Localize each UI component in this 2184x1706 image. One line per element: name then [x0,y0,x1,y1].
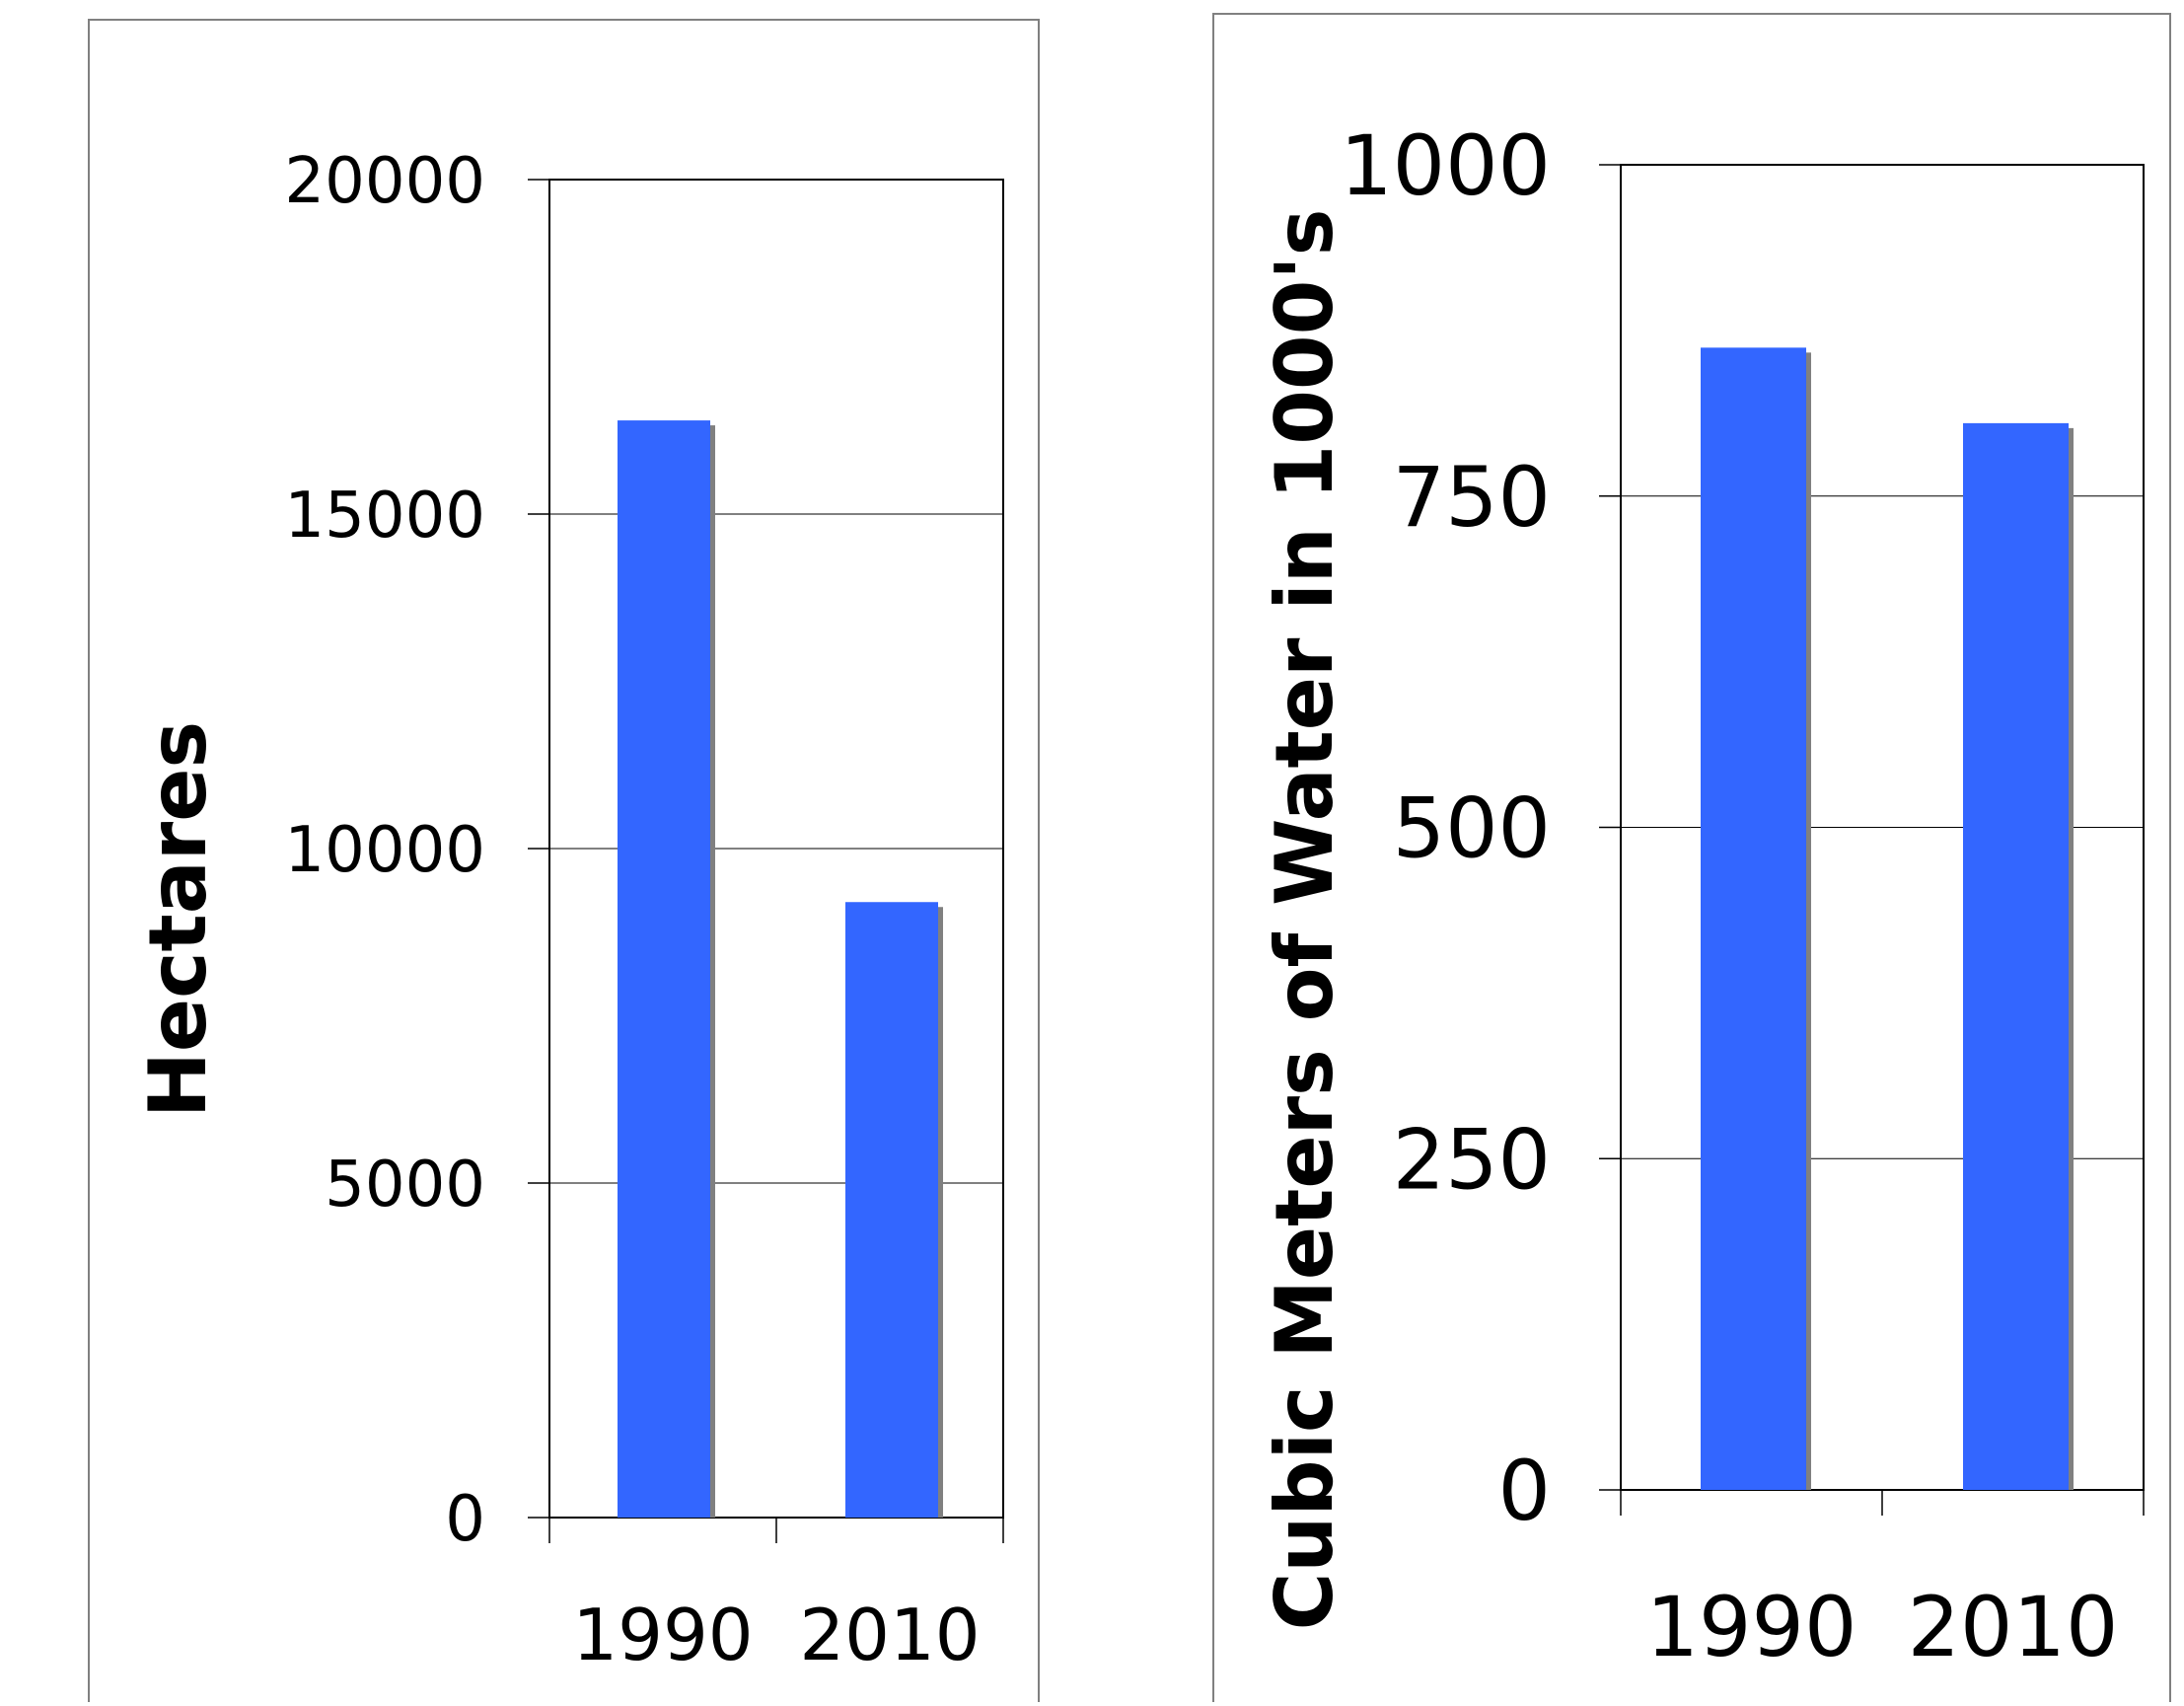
chart-2-bar-2010 [1963,422,2069,1490]
chart-2-y-tick-label: 500 [1393,780,1551,877]
chart-2-x-category-label: 1990 [1646,1579,1857,1675]
chart-2-y-axis-title: Cubic Meters of Water in 1000's [1259,209,1350,1631]
chart-2-panel [1212,13,2171,1706]
chart-2-y-tick-label: 1000 [1340,117,1551,214]
chart-1-y-tick-label: 20000 [284,145,485,218]
chart-1-y-tick-label: 5000 [325,1149,485,1222]
chart-1-bar-2010 [845,902,938,1518]
chart-1-x-category-label: 1990 [572,1594,753,1676]
chart-1-y-axis-title: Hectares [132,721,224,1118]
chart-1-y-tick-label: 10000 [284,814,485,887]
chart-1-x-category-label: 2010 [799,1594,980,1676]
chart-1-bar-1990 [618,420,710,1519]
chart-1-y-tick-label: 0 [445,1483,485,1556]
chart-2-y-tick-label: 0 [1498,1443,1551,1539]
chart-1-panel [88,19,1040,1706]
chart-2-plot: 0 250 500 750 1000 1990 2010 [1340,117,2145,1675]
chart-2-y-tick-label: 750 [1393,449,1551,546]
chart-2-x-category-label: 2010 [1908,1579,2119,1675]
chart-2-y-tick-label: 250 [1393,1111,1551,1208]
chart-1-y-tick-label: 15000 [284,480,485,553]
chart-1-plot: 0 5000 10000 15000 20000 1990 2010 [284,145,1004,1676]
chart-2-bar-1990 [1701,347,1806,1491]
